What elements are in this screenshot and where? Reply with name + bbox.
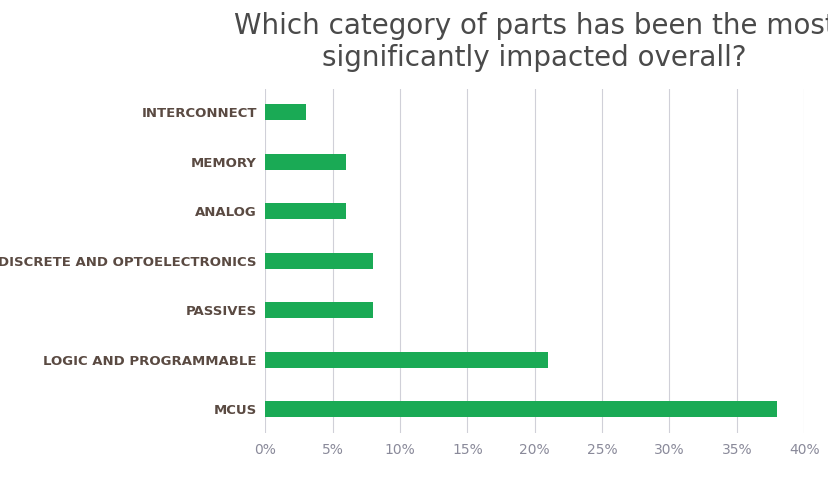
Title: Which category of parts has been the most
significantly impacted overall?: Which category of parts has been the mos… xyxy=(233,12,828,72)
Bar xyxy=(265,203,346,219)
Bar xyxy=(265,401,777,417)
Bar xyxy=(265,352,547,368)
Bar xyxy=(265,253,373,269)
Bar xyxy=(265,303,373,318)
Bar xyxy=(265,104,306,120)
Bar xyxy=(265,154,346,170)
